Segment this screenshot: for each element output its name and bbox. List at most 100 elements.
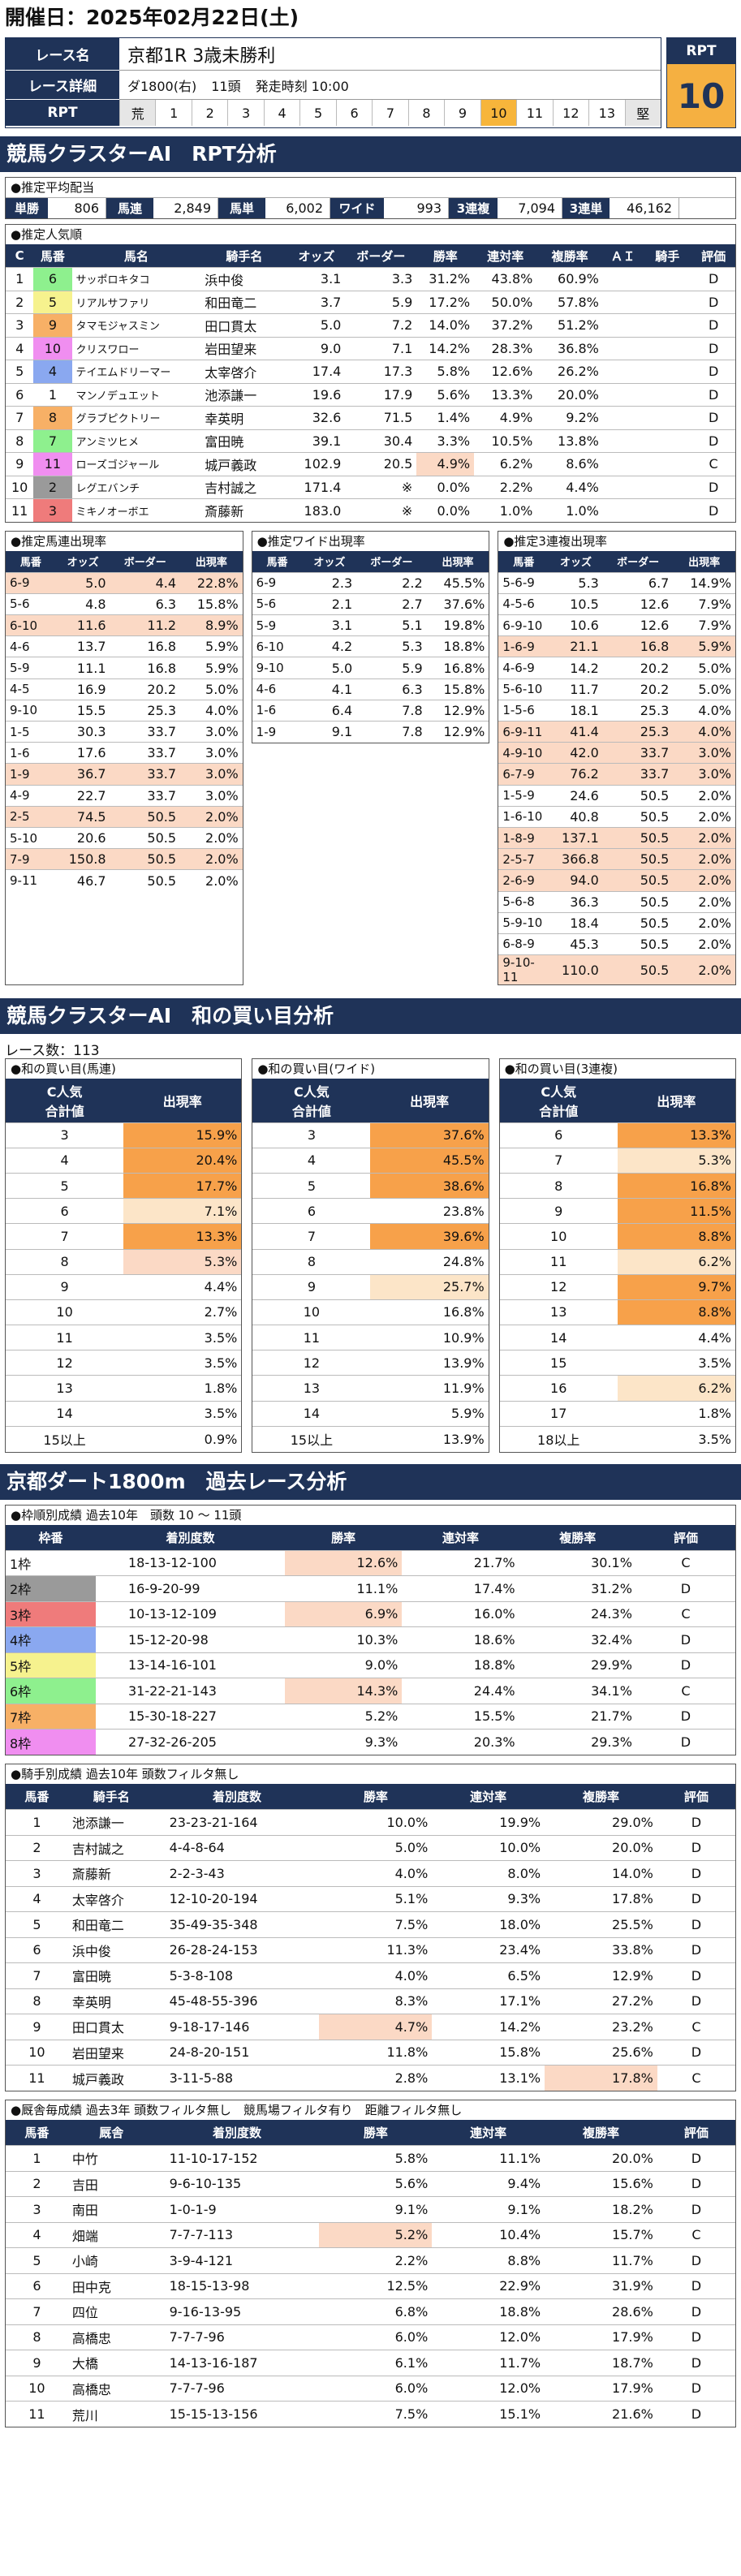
waku-cell: 9.3% [285, 1729, 403, 1755]
rpt-scale-cell: 2 [191, 100, 228, 126]
popularity-cell: 5.8% [416, 360, 475, 383]
kai_trio-cell: 6.2% [617, 1375, 735, 1402]
waku-header: 着別度数 [95, 1524, 286, 1550]
jockey-cell: 11 [6, 2065, 68, 2091]
kai_umaren-row: 13 1.8% [6, 1375, 242, 1402]
trifecta-cell: 50.5 [602, 826, 674, 849]
waku-header: 評価 [635, 1524, 735, 1550]
popularity-cell: 71.5 [345, 406, 417, 429]
popularity-cell [602, 429, 644, 453]
popularity-cell: 26.2% [536, 360, 603, 383]
jockey-cell: 浜中俊 [67, 1936, 155, 1963]
umaren-cell: 2.0% [180, 869, 243, 891]
popularity-cell: 8 [33, 406, 72, 429]
trifecta-cell: 5.3 [549, 571, 603, 594]
stable-row: 9 大橋 14-13-16-187 6.1% 11.7% 18.7% D [6, 2350, 735, 2376]
stable-row: 8 高橋忠 7-7-7-96 6.0% 12.0% 17.9% D [6, 2324, 735, 2350]
popularity-cell: 7.1 [345, 336, 417, 360]
trifecta-cell: 366.8 [549, 848, 603, 870]
kai_umaren-cell: 20.4% [123, 1147, 242, 1174]
kai_wide-cell: 37.6% [370, 1122, 489, 1148]
popularity-cell [602, 336, 644, 360]
umaren-cell: 2.0% [180, 826, 243, 849]
popularity-header: ボーダー [345, 244, 417, 268]
umaren-cell: 6-9 [6, 571, 56, 594]
umaren-row: 7-9 150.8 50.5 2.0% [6, 848, 243, 870]
popularity-cell: 8 [6, 429, 34, 453]
kai_trio-row: 9 11.5% [499, 1198, 735, 1224]
umaren-cell: 33.7 [110, 742, 181, 764]
stable-cell: 7-7-7-96 [154, 2375, 320, 2402]
kai_wide-cell: 11.9% [370, 1375, 489, 1402]
jockey-cell: 吉村誠之 [67, 1834, 155, 1861]
popularity-cell [602, 498, 644, 522]
kai_trio-cell: 4.4% [617, 1325, 735, 1350]
umaren-cell: 8.9% [180, 614, 243, 636]
rpt-scale-cell: 11 [516, 100, 553, 126]
stable-cell: 15.1% [432, 2401, 545, 2427]
popularity-cell: 20.5 [345, 452, 417, 476]
waku-cell: 24.3% [519, 1600, 636, 1627]
stable-cell: 6.8% [319, 2298, 433, 2324]
popularity-table: C 馬番 馬名 騎手名 オッズ ボーダー 勝率 連対率 複勝率 ＡＩ 騎手 評価 1 6 サッポロキタコ 浜中… [6, 244, 735, 522]
popularity-cell: D [691, 382, 735, 407]
stable-cell: 2 [6, 2170, 68, 2197]
umaren-cell: 20.6 [55, 826, 110, 849]
popularity-cell [602, 360, 644, 383]
trifecta-cell: 2.0% [673, 911, 736, 934]
jockey-cell: 和田竜二 [67, 1911, 155, 1937]
popularity-cell: C [691, 452, 735, 476]
trifecta-row: 1-5-6 18.1 25.3 4.0% [498, 699, 736, 722]
popularity-header: 評価 [691, 244, 735, 268]
stable-cell: 7 [6, 2298, 68, 2324]
kai_umaren-row: 6 7.1% [6, 1198, 242, 1224]
jockey-cell: 5-3-8-108 [154, 1962, 320, 1988]
jockey-cell: 33.8% [545, 1936, 657, 1963]
popularity-cell: 102.9 [287, 452, 346, 476]
race-header: レース名 京都1R 3歳未勝利 レース詳細 ダ1800(右) 11頭 発走時刻 … [5, 37, 736, 128]
popularity-cell: 池添謙一 [200, 382, 288, 407]
popularity-cell [643, 475, 692, 499]
popularity-cell: 4.4% [536, 475, 603, 499]
waku-row: 3枠 10-13-12-109 6.9% 16.0% 24.3% C [6, 1600, 735, 1627]
trifecta-cell: 50.5 [602, 784, 674, 807]
popularity-cell: 9.0 [287, 336, 346, 360]
trifecta-cell: 25.3 [602, 699, 674, 722]
popularity-header-row: C 馬番 馬名 騎手名 オッズ ボーダー 勝率 連対率 複勝率 ＡＩ 騎手 評価 [6, 244, 735, 268]
trifecta-cell: 6-8-9 [498, 933, 549, 955]
popularity-cell: 43.8% [474, 267, 537, 291]
waku-cell: 11.1% [285, 1575, 403, 1601]
popularity-row: 8 7 アンミツヒメ 富田暁 39.1 30.4 3.3% 10.5% 13.8% D [6, 429, 735, 453]
umaren-row: 5-10 20.6 50.5 2.0% [6, 826, 243, 849]
trifecta-cell: 137.1 [549, 826, 603, 849]
popularity-cell [602, 475, 644, 499]
stable-cell: D [657, 2298, 735, 2324]
stable-cell: 5.2% [319, 2221, 433, 2248]
popularity-cell: 6.2% [474, 452, 537, 476]
waku-header-row: 枠番 着別度数 勝率 連対率 複勝率 評価 [6, 1524, 735, 1550]
trifecta-cell: 2.0% [673, 805, 736, 828]
popularity-cell: 4.9% [416, 452, 475, 476]
wide-row: 5-9 3.1 5.1 19.8% [252, 614, 489, 636]
kai_umaren-cell: 10 [6, 1299, 124, 1325]
popularity-cell: 1 [33, 382, 72, 407]
jockey-cell: 9.3% [432, 1885, 545, 1912]
kai_wide-cell: 12 [252, 1350, 371, 1376]
payout-box: ●推定平均配当 単勝 806 馬連 2,849 馬単 6,002 ワイド 993 3連複 7,09… [5, 177, 736, 219]
wide-box: ●推定ワイド出現率 馬番 オッズ ボーダー 出現率 6-9 2.3 2.2 45.5% 5-6 2… [251, 531, 490, 743]
jockey-cell: 23-23-21-164 [154, 1809, 320, 1835]
kai_umaren-row: 3 15.9% [6, 1122, 242, 1148]
trifecta-cell: 2.0% [673, 826, 736, 849]
jockey-cell: 2 [6, 1834, 68, 1861]
popularity-cell: 39.1 [287, 429, 346, 453]
umaren-header: ボーダー [110, 551, 181, 573]
trifecta-cell: 50.5 [602, 933, 674, 955]
popularity-cell: 1.0% [536, 498, 603, 522]
stable-cell: 6.0% [319, 2375, 433, 2402]
wide-header: 出現率 [426, 551, 489, 573]
stable-row: 11 荒川 15-15-13-156 7.5% 15.1% 21.6% D [6, 2401, 735, 2427]
wide-row: 1-9 9.1 7.8 12.9% [252, 720, 489, 743]
umaren-cell: 5.9% [180, 657, 243, 679]
stable-header: 評価 [657, 2120, 735, 2146]
kai_trio-cell: 8.8% [617, 1223, 735, 1249]
